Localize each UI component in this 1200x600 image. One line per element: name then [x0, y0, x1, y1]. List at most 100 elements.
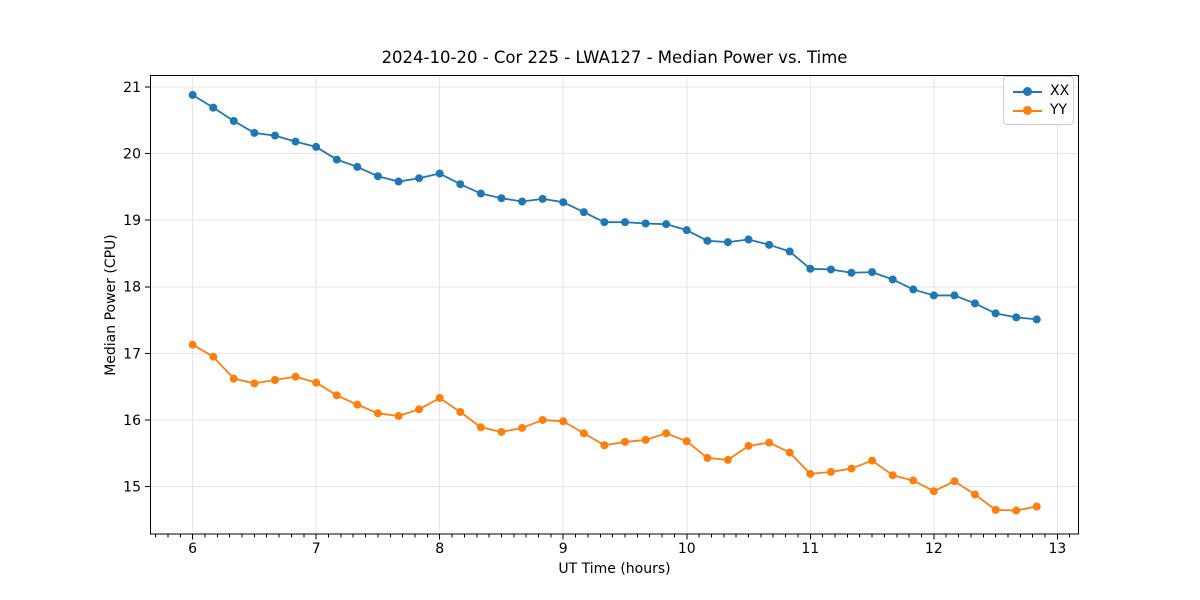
data-point-xx	[682, 226, 691, 235]
data-point-xx	[909, 285, 918, 294]
y-tick-label: 15	[123, 479, 141, 495]
data-point-xx	[435, 169, 444, 178]
data-point-xx	[991, 309, 1000, 318]
data-point-yy	[662, 429, 671, 438]
chart-title: 2024-10-20 - Cor 225 - LWA127 - Median P…	[381, 48, 848, 67]
x-tick-label: 10	[678, 541, 696, 557]
data-point-xx	[868, 268, 877, 277]
data-point-yy	[476, 423, 485, 432]
x-tick-label: 7	[312, 541, 321, 557]
data-point-xx	[229, 116, 238, 125]
y-tick-label: 19	[123, 213, 141, 229]
x-tick-label: 13	[1048, 541, 1066, 557]
series-line-xx	[191, 94, 1038, 321]
data-point-xx	[415, 174, 424, 183]
data-point-xx	[662, 220, 671, 229]
legend-dot-icon	[1023, 87, 1032, 96]
legend-item-yy: YY	[1013, 101, 1073, 120]
data-point-yy	[600, 441, 609, 450]
data-point-xx	[600, 218, 609, 227]
data-point-yy	[806, 469, 815, 478]
data-point-xx	[250, 128, 259, 137]
data-point-xx	[621, 218, 630, 227]
data-point-xx	[559, 198, 568, 207]
data-point-xx	[497, 194, 506, 203]
data-point-xx	[518, 197, 527, 206]
data-point-yy	[394, 411, 403, 420]
data-point-xx	[970, 299, 979, 308]
x-tick-label: 6	[188, 541, 197, 557]
data-point-xx	[456, 180, 465, 189]
data-point-xx	[847, 268, 856, 277]
data-point-xx	[538, 194, 547, 203]
data-point-yy	[579, 429, 588, 438]
data-point-xx	[785, 247, 794, 256]
data-point-yy	[1012, 506, 1021, 515]
data-point-xx	[806, 264, 815, 273]
legend-line-marker-swatch	[1013, 87, 1042, 96]
data-point-xx	[188, 90, 197, 99]
legend-line-marker-swatch	[1013, 106, 1042, 115]
data-point-yy	[868, 456, 877, 465]
legend-label: XX	[1050, 83, 1070, 99]
data-point-yy	[435, 393, 444, 402]
data-point-yy	[373, 409, 382, 418]
data-point-xx	[312, 142, 321, 151]
plot-border	[150, 75, 1079, 535]
data-point-xx	[826, 265, 835, 274]
data-point-xx	[332, 155, 341, 164]
data-point-yy	[703, 453, 712, 462]
data-point-xx	[703, 236, 712, 245]
legend-label: YY	[1050, 102, 1068, 118]
x-axis-label: UT Time (hours)	[558, 561, 671, 577]
data-point-yy	[291, 372, 300, 381]
data-point-yy	[559, 417, 568, 426]
data-point-yy	[970, 490, 979, 499]
data-point-yy	[456, 407, 465, 416]
data-point-yy	[188, 340, 197, 349]
data-point-yy	[723, 455, 732, 464]
legend-item-xx: XX	[1013, 82, 1073, 101]
data-point-yy	[1032, 502, 1041, 511]
data-point-yy	[332, 391, 341, 400]
data-point-yy	[929, 487, 938, 496]
data-point-xx	[1032, 315, 1041, 324]
data-point-yy	[621, 437, 630, 446]
data-point-xx	[744, 235, 753, 244]
x-tick-label: 12	[925, 541, 943, 557]
data-point-yy	[641, 435, 650, 444]
data-point-xx	[353, 162, 362, 171]
data-point-yy	[538, 415, 547, 424]
data-point-yy	[312, 378, 321, 387]
data-point-yy	[209, 352, 218, 361]
y-tick-label: 21	[123, 80, 141, 96]
data-point-yy	[765, 438, 774, 447]
data-point-yy	[518, 423, 527, 432]
y-tick-label: 16	[123, 413, 141, 429]
x-tick-label: 9	[559, 541, 568, 557]
data-point-xx	[765, 240, 774, 249]
data-point-xx	[394, 177, 403, 186]
data-point-yy	[826, 467, 835, 476]
data-point-yy	[991, 505, 1000, 514]
data-point-yy	[785, 448, 794, 457]
data-point-yy	[888, 471, 897, 480]
legend-dot-icon	[1023, 106, 1032, 115]
data-point-yy	[353, 400, 362, 409]
data-point-yy	[847, 464, 856, 473]
data-point-yy	[229, 374, 238, 383]
data-point-yy	[250, 379, 259, 388]
data-point-xx	[723, 238, 732, 247]
data-point-xx	[373, 172, 382, 181]
y-tick-label: 20	[123, 146, 141, 162]
y-tick-label: 18	[123, 280, 141, 296]
data-point-xx	[1012, 313, 1021, 322]
data-point-yy	[950, 477, 959, 486]
data-point-xx	[476, 189, 485, 198]
y-tick-label: 17	[123, 346, 141, 362]
x-tick-label: 11	[801, 541, 819, 557]
data-point-xx	[950, 291, 959, 300]
x-tick-label: 8	[435, 541, 444, 557]
